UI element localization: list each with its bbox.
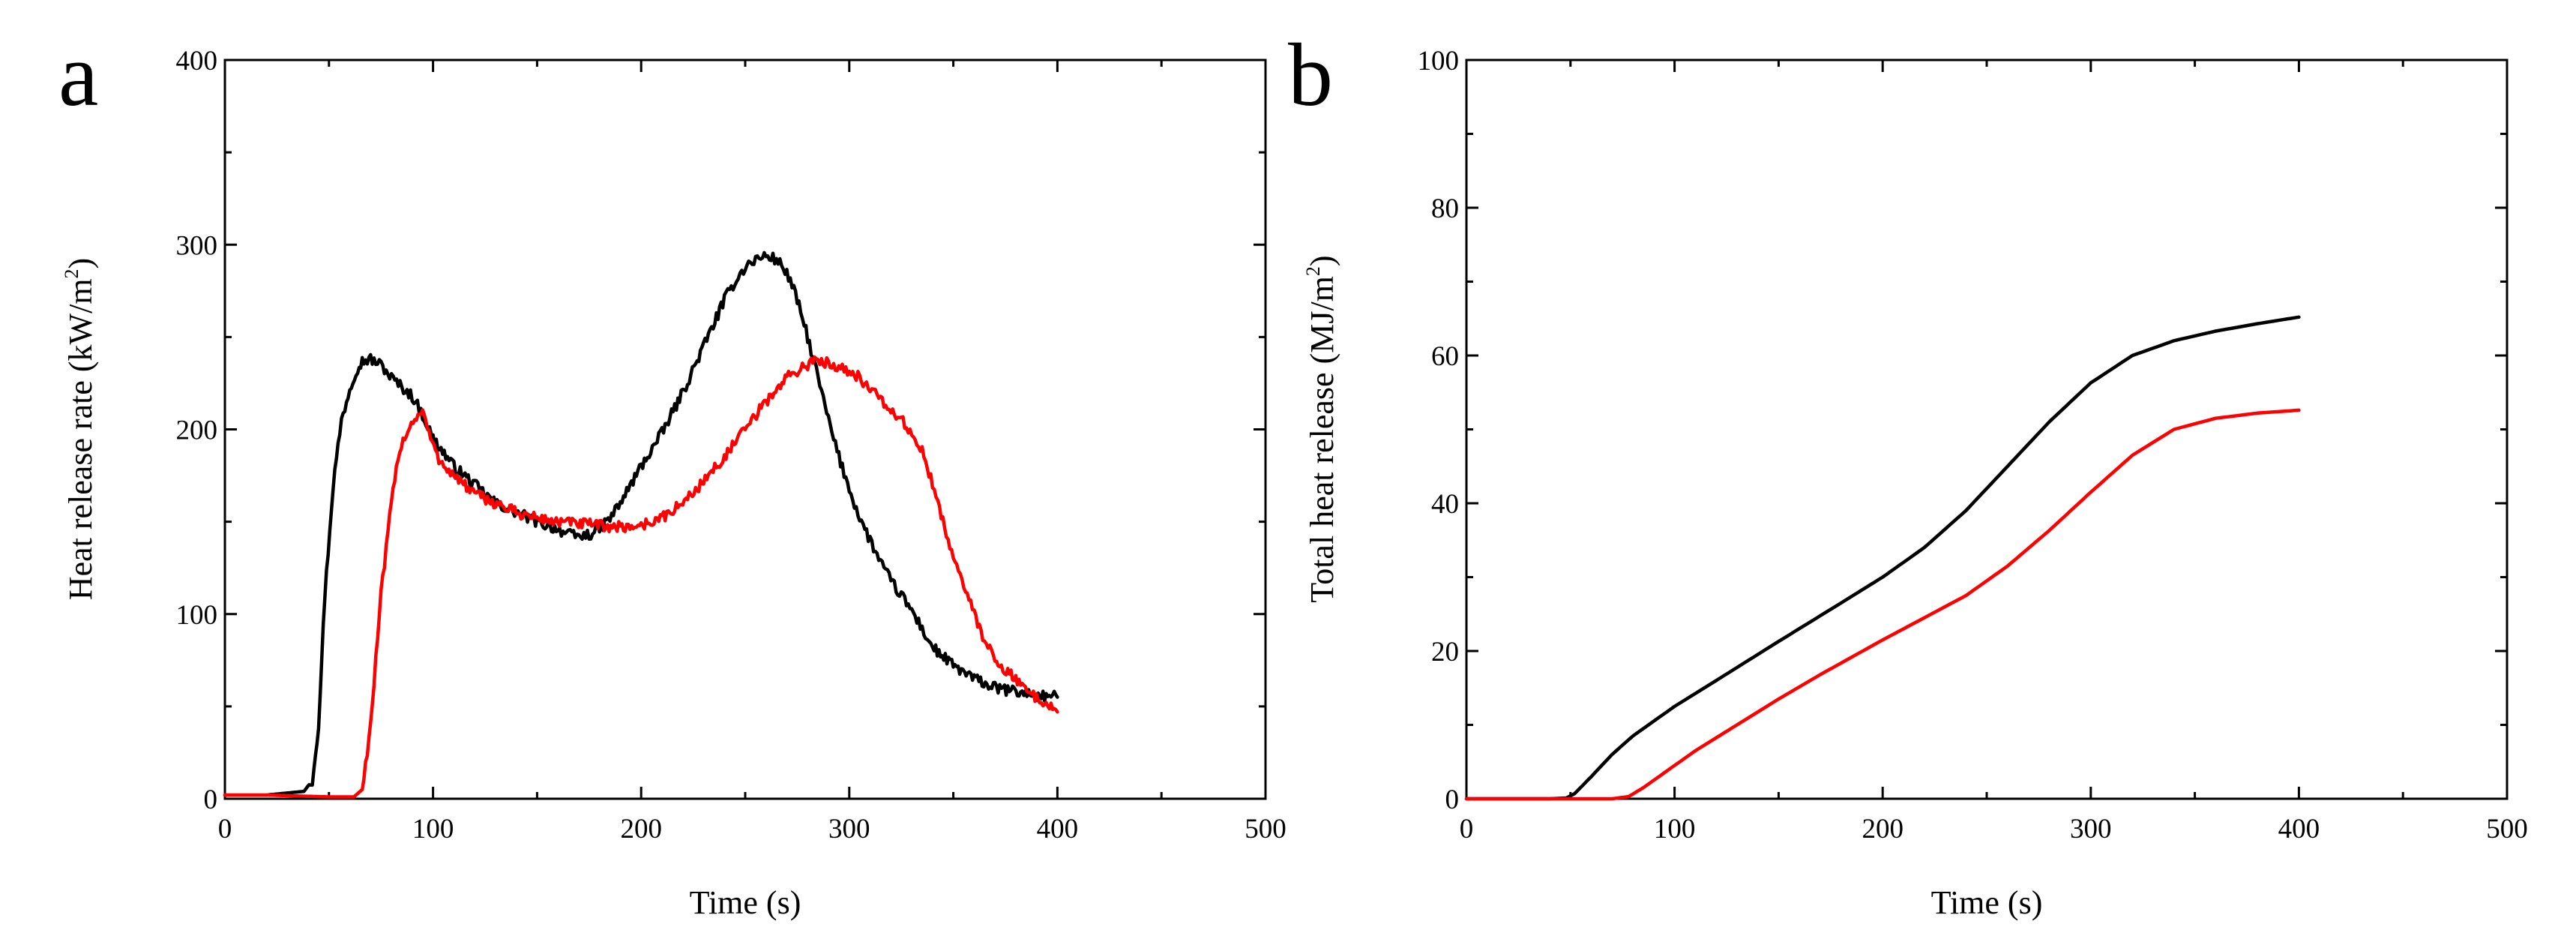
panel-b-x-axis-label: Time (s) [1931, 884, 2043, 921]
panel-a-y-axis-label: Heat release rate (kW/m2) [61, 258, 99, 600]
panel-b-ticks [1465, 58, 2509, 800]
panel-b-x-tick-label: 300 [2070, 814, 2112, 844]
panel-b-y-axis-label-main: Total heat release (MJ/m [1304, 276, 1340, 603]
panel-b-y-tick-label: 20 [1431, 637, 1459, 668]
panel-a-x-tick-label: 100 [412, 814, 454, 844]
panel-b-y-axis-label-sup: 2 [1302, 266, 1324, 276]
panel-b-x-tick-label: 100 [1654, 814, 1696, 844]
panel-a-series-lines [223, 250, 1059, 799]
panel-a-y-tick-label: 300 [176, 230, 218, 261]
panel-a-y-tick-label: 100 [176, 600, 218, 631]
panel-b-y-axis-label: Total heat release (MJ/m2) [1302, 255, 1340, 602]
panel-a-x-tick-label: 200 [620, 814, 662, 844]
panel-b-letter: b [1288, 25, 1333, 124]
panel-b-x-tick-label: 500 [2486, 814, 2528, 844]
panel-b-y-tick-label: 60 [1431, 341, 1459, 372]
panel-a-x-axis-label: Time (s) [690, 884, 801, 921]
panel-a-y-axis-label-main: Heat release rate (kW/m [62, 278, 99, 600]
panel-b-tick-labels: 0 100 200 300 400 500 0 20 40 60 80 100 [1418, 46, 2528, 844]
panel-b-series-lines [1464, 315, 2301, 801]
panel-a-x-tick-label: 0 [218, 814, 232, 844]
panel-b-series-1-line [1464, 315, 2301, 801]
panel-a-y-tick-label: 0 [204, 784, 218, 815]
panel-b-plot-frame [1465, 58, 2509, 800]
panel-a-letter: a [58, 25, 98, 124]
panel-a-ticks [223, 58, 1267, 800]
panel-a-series-2-line [223, 355, 1059, 799]
panel-a-x-tick-label: 400 [1037, 814, 1079, 844]
panel-b-x-tick-label: 200 [1862, 814, 1904, 844]
panel-a-x-tick-label: 500 [1245, 814, 1287, 844]
panel-b-x-tick-label: 400 [2278, 814, 2320, 844]
panel-a-y-axis-label-sup: 2 [61, 268, 82, 278]
panel-b-x-tick-label: 0 [1460, 814, 1474, 844]
panel-b-y-tick-label: 100 [1418, 46, 1460, 76]
panel-b-y-tick-label: 40 [1431, 489, 1459, 520]
panel-a: a 0 100 200 300 400 500 0 100 200 300 400 Time (s)… [58, 25, 1287, 921]
panel-a-y-tick-label: 400 [176, 46, 218, 76]
panel-a-y-tick-label: 200 [176, 416, 218, 446]
panel-b-y-axis-label-tail: ) [1304, 255, 1340, 266]
panel-a-y-axis-label-tail: ) [62, 258, 99, 269]
panel-a-tick-labels: 0 100 200 300 400 500 0 100 200 300 400 [176, 46, 1287, 844]
panel-b-y-tick-label: 80 [1431, 194, 1459, 224]
panel-a-series-1-line [223, 250, 1059, 797]
panel-b-series-2-line [1464, 408, 2301, 801]
panel-b-y-tick-label: 0 [1445, 784, 1460, 815]
panel-a-x-tick-label: 300 [828, 814, 870, 844]
